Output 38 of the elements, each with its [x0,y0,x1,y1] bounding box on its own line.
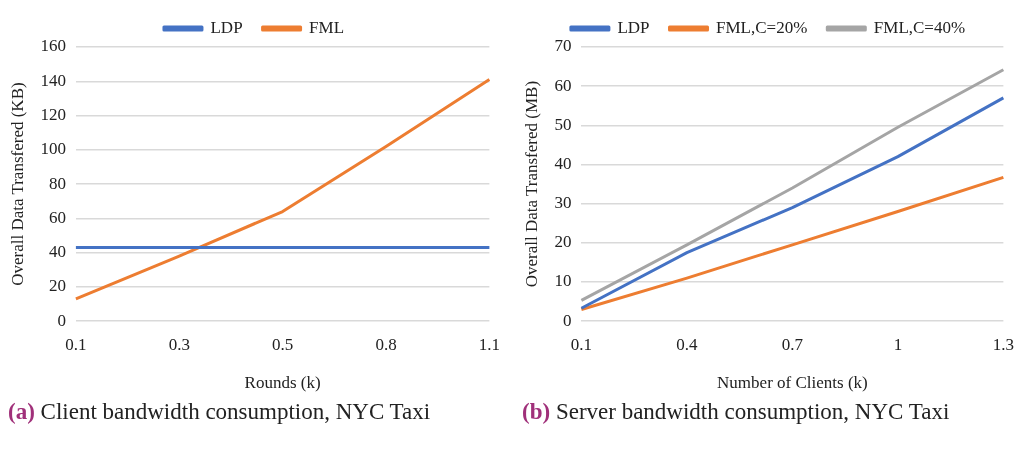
y-axis-title: Overall Data Transfered (MB) [521,80,541,288]
y-tick-label: 30 [554,193,572,213]
y-tick-label: 0 [562,310,572,330]
text: (b) Server bandwidth consumption, NYC Taxi [521,398,951,425]
y-tick-label: 50 [554,114,572,134]
x-tick-label: 0.5 [272,334,294,354]
x-axis-title: Number of Clients (k) [717,373,868,393]
legend-label: LDP [617,17,650,37]
y-tick-label: 120 [40,105,66,125]
y-tick-label: 140 [40,70,66,90]
y-tick-label: 60 [48,207,66,227]
legend-label: FML [309,17,345,37]
x-tick-label: 0.7 [781,334,804,354]
x-tick-label: 0.1 [65,334,87,354]
x-tick-label: 1.1 [478,334,500,354]
y-tick-label: 40 [48,242,66,262]
legend-label: LDP [210,17,243,37]
y-tick-label: 60 [554,75,572,95]
y-tick-label: 10 [554,271,572,291]
x-tick-label: 1 [893,334,903,354]
y-tick-label: 20 [48,276,66,296]
x-axis-title: Rounds (k) [244,373,321,393]
y-axis-title: Overall Data Transfered (KB) [7,82,27,286]
y-tick-label: 100 [40,139,66,159]
x-tick-label: 0.1 [570,334,593,354]
y-tick-label: 80 [48,173,66,193]
y-tick-label: 70 [554,36,572,56]
legend-label: FML,C=20% [716,17,808,37]
x-tick-label: 0.8 [375,334,397,354]
text: (a) Client bandwidth consumption, NYC Taxi [7,398,432,425]
y-tick-label: 20 [554,232,572,252]
legend-label: FML,C=40% [873,17,966,37]
y-tick-label: 40 [554,153,572,173]
x-tick-label: 0.3 [168,334,190,354]
x-tick-label: 1.3 [992,334,1014,354]
y-tick-label: 0 [57,310,66,330]
y-tick-label: 160 [40,36,66,56]
x-tick-label: 0.4 [676,334,699,354]
